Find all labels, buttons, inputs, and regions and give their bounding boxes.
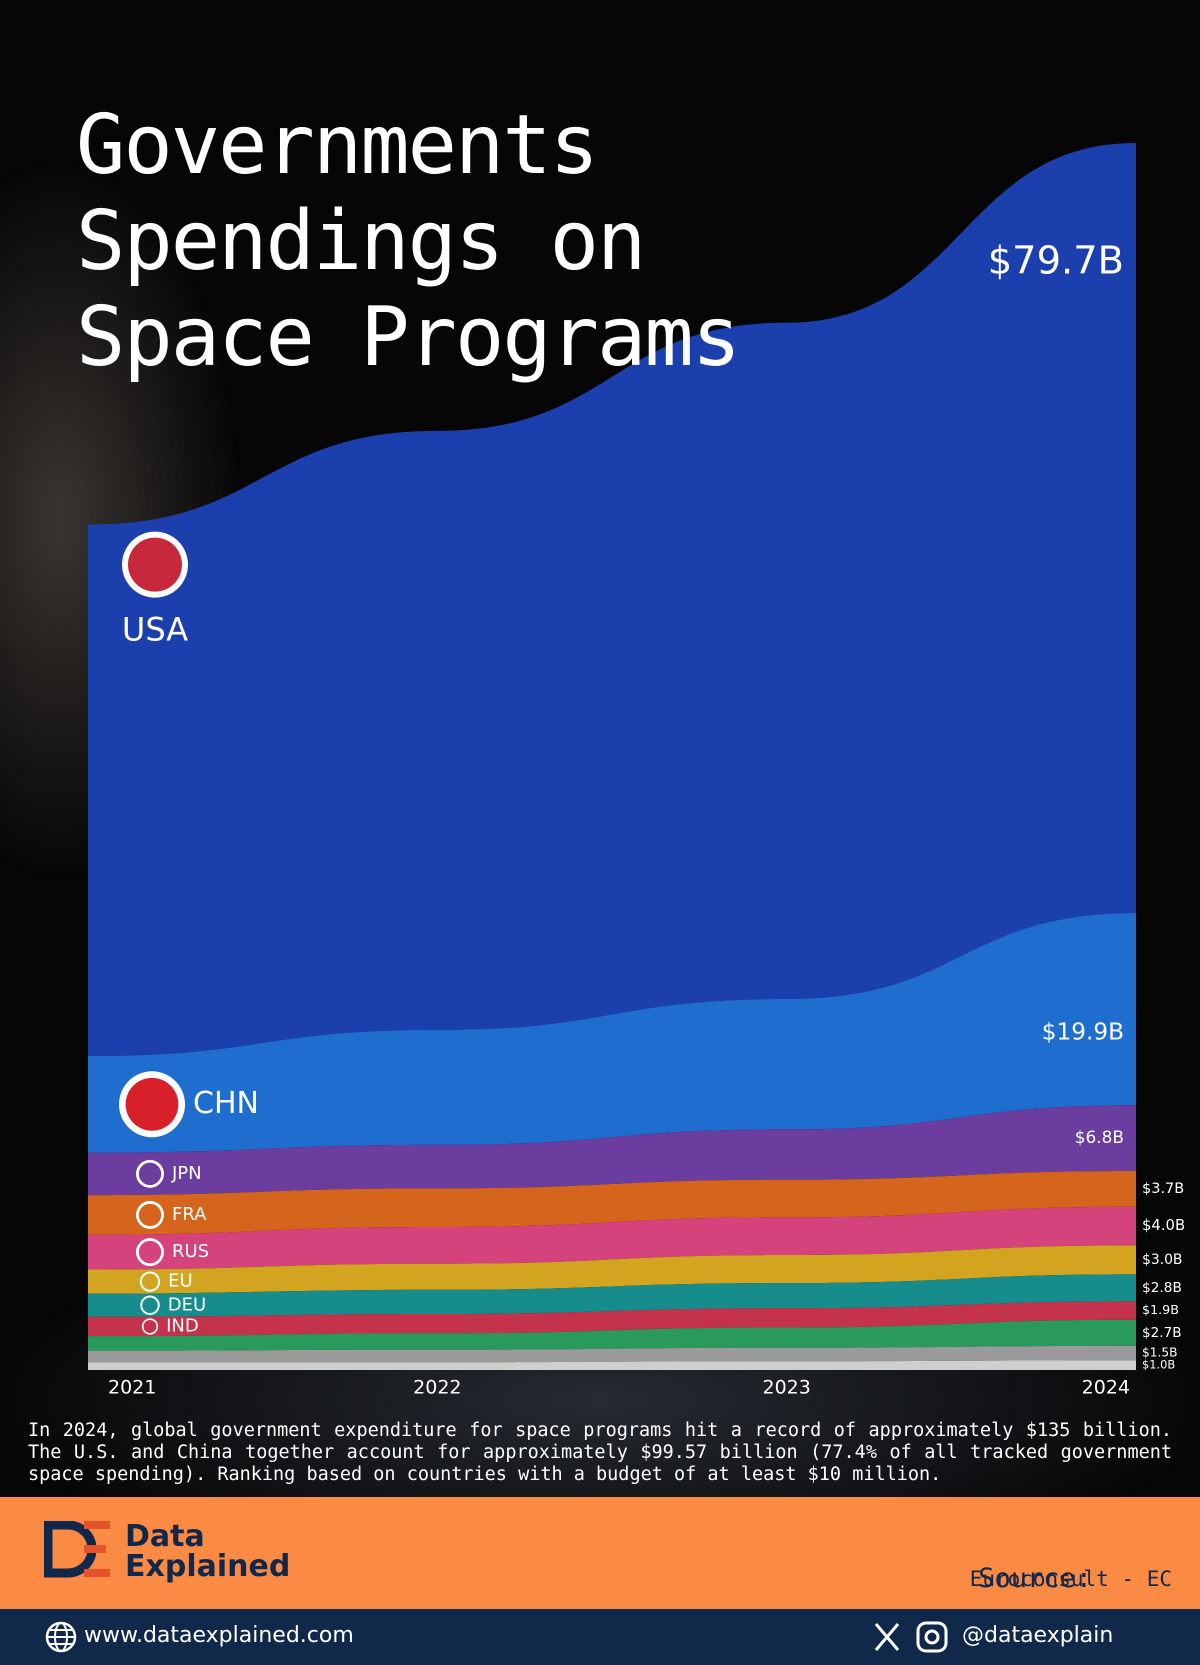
website[interactable]: www.dataexplained.com — [84, 1623, 354, 1648]
source-label: Source: — [978, 1563, 1092, 1594]
value-label: $2.7B — [1142, 1325, 1182, 1341]
bottom-bar: www.dataexplained.com @dataexplain — [0, 1609, 1200, 1665]
social-icons — [874, 1621, 948, 1653]
flag-inner — [138, 1240, 162, 1264]
brand-line: Explained — [125, 1549, 291, 1584]
series-name: CHN — [193, 1086, 259, 1121]
value-label: $1.9B — [1142, 1302, 1179, 1317]
series-name: EU — [168, 1271, 193, 1292]
value-label: $3.7B — [1142, 1181, 1184, 1197]
area-band — [88, 1170, 1136, 1235]
flag-inner — [128, 537, 182, 592]
series-name: JPN — [171, 1163, 202, 1184]
handle[interactable]: @dataexplain — [962, 1623, 1114, 1648]
logo-icon — [44, 1521, 110, 1578]
value-label: $3.0B — [1142, 1252, 1182, 1268]
x-tick-label: 2024 — [1082, 1377, 1130, 1399]
area-band — [88, 1245, 1136, 1294]
area-band — [88, 1345, 1136, 1363]
area-band — [88, 1105, 1136, 1196]
source: Euroconsult - EC — [969, 1567, 1172, 1591]
flag-inner — [143, 1320, 157, 1334]
series-name: IND — [166, 1316, 199, 1337]
flag-inner — [138, 1162, 162, 1186]
flag-inner — [141, 1273, 159, 1290]
area-band — [88, 913, 1136, 1153]
series-name: DEU — [168, 1294, 206, 1315]
flag-inner — [138, 1203, 162, 1227]
area-band — [88, 143, 1136, 1057]
area-band — [88, 1274, 1136, 1317]
value-label: $6.8B — [1075, 1127, 1124, 1147]
area-band — [88, 1319, 1136, 1351]
x-tick-label: 2022 — [413, 1377, 461, 1399]
flag-inner — [142, 1297, 158, 1314]
description: In 2024, global government expenditure f… — [28, 1420, 1172, 1485]
flag-inner — [125, 1077, 179, 1131]
chart: USA $79.7B CHN $19.9B JPN $6.8B FRA $3.7B RUS $4.… — [88, 143, 1185, 1399]
brand-line: Data — [125, 1519, 205, 1554]
value-label: $79.7B — [988, 239, 1124, 284]
value-label: $19.9B — [1042, 1019, 1124, 1046]
value-label: $4.0B — [1142, 1217, 1185, 1234]
x-tick-label: 2023 — [762, 1377, 810, 1399]
area-band — [88, 1206, 1136, 1270]
area-band — [88, 1301, 1136, 1337]
globe-icon — [45, 1621, 77, 1653]
area-band — [88, 1360, 1136, 1370]
x-tick-label: 2021 — [108, 1377, 156, 1399]
value-label: $1.0B — [1142, 1358, 1175, 1372]
series-name: RUS — [172, 1241, 209, 1262]
footer: Data Explained Source: Euroconsult - EC — [0, 1497, 1200, 1609]
series-name: USA — [122, 611, 188, 649]
chart-title: Governments Spendings on Space Programs — [76, 98, 741, 385]
value-label: $2.8B — [1142, 1280, 1182, 1296]
value-label: $1.5B — [1142, 1346, 1178, 1360]
series-name: FRA — [172, 1204, 207, 1225]
